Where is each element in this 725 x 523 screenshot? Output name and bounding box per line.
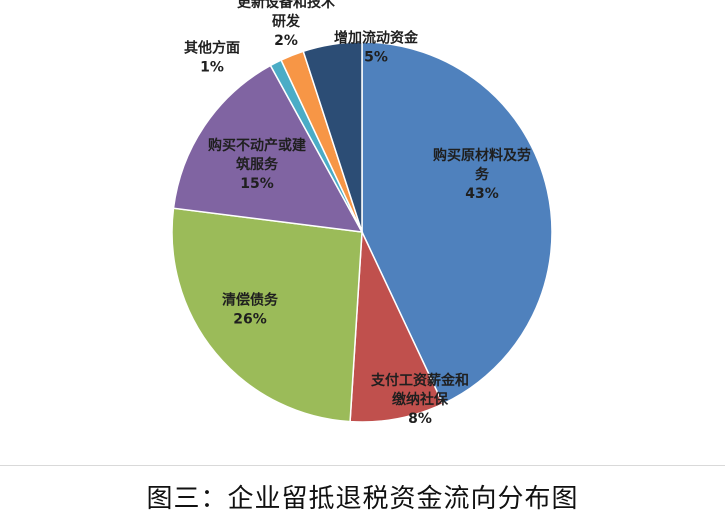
slice-percent: 1% [200,60,224,76]
slice-name: 购买原材料及劳 [433,147,531,164]
pie-slice-3 [171,207,363,423]
slice-label-7: 增加流动资金 5% [334,30,419,66]
figure-caption: 图三：企业留抵退税资金流向分布图 [146,484,579,514]
slice-name: 缴纳社保 [392,391,449,408]
slice-name: 务 [475,166,490,183]
caption-separator [0,465,725,466]
slices-layer [171,41,553,423]
slice-name: 支付工资薪金和 [370,372,469,389]
slice-label-5: 其他方面 1% [184,40,240,76]
slice-percent: 5% [364,50,388,66]
slice-name: 研发 [272,13,301,30]
slice-name: 清偿债务 [222,292,279,309]
slice-name: 其他方面 [184,40,240,57]
slice-percent: 26% [233,312,267,328]
slice-label-3: 清偿债务 26% [222,292,279,328]
slice-percent: 43% [465,186,499,202]
pie-slice-1 [361,41,553,405]
pie-slice-4 [172,64,364,233]
slice-name: 购买不动产或建 [208,137,306,154]
slice-name: 筑服务 [236,156,279,173]
slice-name: 更新设备和技术 [237,0,335,11]
pie-slice-2 [349,231,444,423]
slice-percent: 15% [240,176,274,192]
slice-name: 增加流动资金 [334,30,419,47]
slice-percent: 8% [408,411,432,427]
slice-percent: 2% [274,33,298,49]
pie-slice-7 [302,41,363,233]
